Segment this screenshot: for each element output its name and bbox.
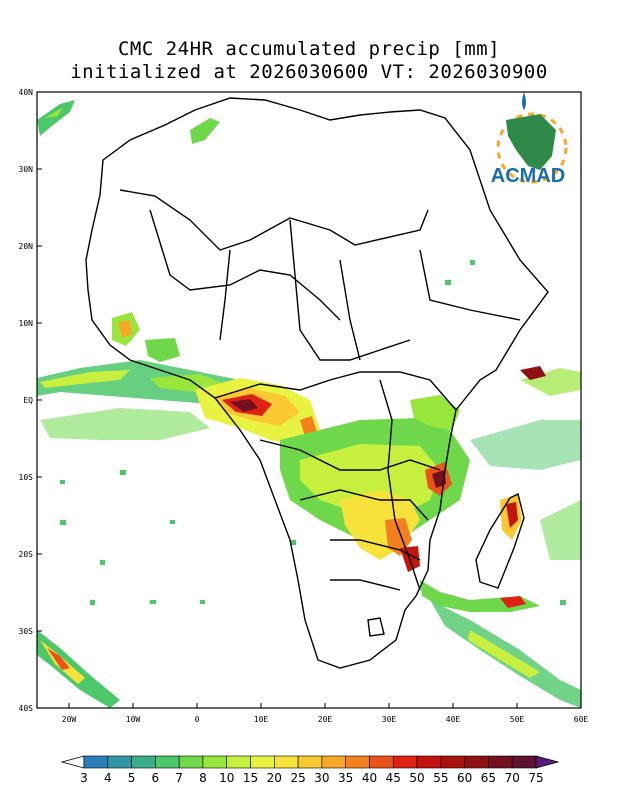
colorbar-swatch [250,755,275,769]
y-tick-label: 40N [19,88,34,97]
x-tick-label: 10W [126,715,141,724]
colorbar-swatch [464,755,489,769]
colorbar-label: 50 [409,771,424,785]
x-tick-label: 60E [574,715,589,724]
y-tick-label: 20S [19,550,34,559]
colorbar-swatch [178,755,204,769]
colorbar-label: 75 [528,771,543,785]
precip-field [37,100,581,708]
colorbar-label: 6 [152,771,160,785]
x-tick-label: 20E [318,715,333,724]
colorbar-swatch [83,755,109,769]
colorbar-label: 7 [175,771,183,785]
y-tick-label: 10S [19,473,34,482]
colorbar-label: 40 [362,771,377,785]
y-tick-label: 10N [19,319,34,328]
colorbar-label: 25 [290,771,305,785]
colorbar-label: 5 [128,771,136,785]
colorbar-swatch [369,755,394,769]
colorbar-swatch [202,755,228,769]
x-tick-label: 40E [446,715,461,724]
colorbar-label: 35 [338,771,353,785]
colorbar-label: 8 [199,771,207,785]
colorbar-label: 45 [386,771,401,785]
x-axis: 20W 10W 0 10E 20E 30E 40E 50E 60E [62,703,589,724]
map-title-line2: initialized at 2026030600 VT: 2026030900 [70,61,548,83]
colorbar-min-arrow [60,755,85,769]
colorbar-swatch [321,755,346,769]
colorbar-swatch [488,755,513,769]
colorbar-label: 3 [80,771,88,785]
colorbar-label: 65 [481,771,496,785]
x-tick-label: 30E [382,715,397,724]
colorbar-label: 10 [219,771,234,785]
colorbar-label: 20 [267,771,282,785]
y-tick-label: 30S [19,627,34,636]
y-tick-label: 30N [19,165,34,174]
y-tick-label: 40S [19,704,34,713]
colorbar-swatch [345,755,370,769]
colorbar-label: 60 [457,771,472,785]
colorbar: 3 4 5 6 7 8 10 15 20 25 30 35 40 45 50 55 60 65 70 75 [60,755,560,785]
colorbar-swatch [297,755,323,769]
logo-text: ACMAD [491,165,565,187]
colorbar-swatch [416,755,442,769]
colorbar-swatch [226,755,251,769]
acmad-logo: ACMAD [491,92,568,187]
y-tick-label: EQ [23,396,33,405]
colorbar-swatch [392,755,418,769]
x-tick-label: 20W [62,715,77,724]
x-tick-label: 50E [510,715,525,724]
colorbar-max-arrow [535,755,560,769]
colorbar-label: 30 [314,771,329,785]
colorbar-label: 15 [243,771,258,785]
colorbar-swatch [107,755,132,769]
colorbar-swatch [440,755,465,769]
colorbar-swatch [131,755,156,769]
colorbar-swatch [155,755,180,769]
colorbar-swatch [274,755,299,769]
y-axis: 40N 30N 20N 10N EQ 10S 20S 30S 40S [19,88,42,713]
country-borders [85,97,549,669]
x-tick-label: 0 [195,715,200,724]
y-tick-label: 20N [19,242,34,251]
colorbar-label: 55 [433,771,448,785]
colorbar-label: 4 [104,771,112,785]
colorbar-swatch [511,755,537,769]
colorbar-label: 70 [505,771,520,785]
x-tick-label: 10E [254,715,269,724]
map-title-line1: CMC 24HR accumulated precip [mm] [117,38,501,60]
